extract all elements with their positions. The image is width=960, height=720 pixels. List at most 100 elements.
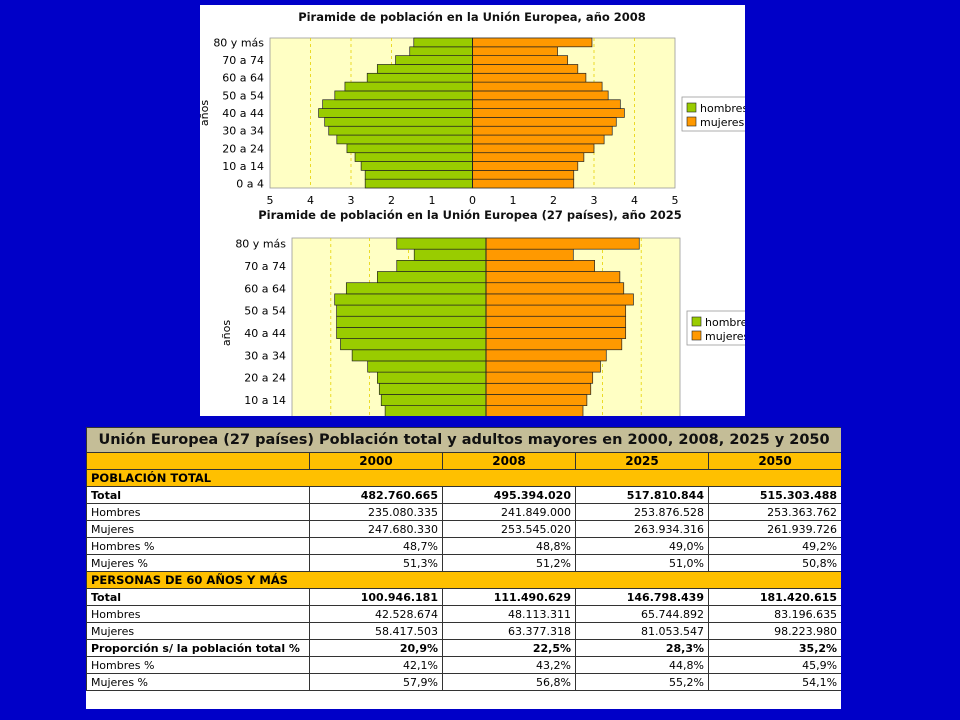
bar-hombres [367, 360, 487, 373]
bar-hombres [377, 271, 487, 284]
y-tick-label: 0 a 4 [236, 178, 264, 191]
y-tick-label: 20 a 24 [222, 142, 264, 155]
x-tick-label: 3 [348, 194, 355, 207]
bar-hombres [413, 37, 473, 48]
bar-mujeres [485, 260, 595, 272]
table-cell: 247.680.330 [309, 520, 443, 538]
bar-mujeres [472, 152, 585, 162]
row-label: Proporción s/ la población total % [86, 639, 310, 657]
table-cell: 51,0% [575, 554, 709, 572]
row-label: Total [86, 486, 310, 504]
bar-mujeres [485, 360, 601, 373]
bar-mujeres [485, 304, 627, 317]
table-cell: 49,2% [707, 537, 841, 555]
section-heading: POBLACIÓN TOTAL [86, 469, 841, 487]
table-cell: 55,2% [575, 673, 709, 691]
table-row: Hombres % 42,1% 43,2% 44,8% 45,9% [86, 656, 841, 674]
bar-hombres [364, 170, 473, 180]
bar-mujeres [472, 108, 625, 118]
bar-hombres [334, 90, 473, 101]
y-tick-label: 60 a 64 [222, 72, 264, 85]
bar-mujeres [472, 125, 613, 136]
table-cell: 241.849.000 [442, 503, 576, 521]
bar-hombres [324, 117, 473, 127]
y-tick-label: 80 y más [235, 238, 286, 251]
bar-hombres [318, 108, 473, 118]
section-heading: PERSONAS DE 60 AÑOS Y MÁS [86, 571, 841, 589]
bar-hombres [395, 55, 473, 65]
table-row: Hombres % 48,7% 48,8% 49,0% 49,2% [86, 537, 841, 555]
bar-mujeres [485, 338, 623, 351]
year-header: 2025 [575, 452, 709, 470]
year-header: 2000 [309, 452, 443, 470]
table-cell: 58.417.503 [309, 622, 443, 640]
year-header-row: 2000 2008 2025 2050 [86, 452, 841, 470]
section-row: POBLACIÓN TOTAL [86, 469, 841, 487]
table-cell: 56,8% [442, 673, 576, 691]
table-cell: 253.876.528 [575, 503, 709, 521]
y-tick-label: 70 a 74 [244, 260, 286, 273]
table-cell: 49,0% [575, 537, 709, 555]
bar-mujeres [485, 371, 594, 384]
table-cell: 253.545.020 [442, 520, 576, 538]
y-tick-label: 10 a 14 [222, 160, 264, 173]
table-cell: 22,5% [442, 639, 576, 657]
year-header: 2050 [707, 452, 841, 470]
bar-hombres [334, 293, 487, 306]
y-axis-title: años [200, 100, 211, 126]
bar-hombres [340, 338, 487, 351]
bar-hombres [377, 371, 487, 384]
x-tick-label: 1 [429, 194, 436, 207]
bar-mujeres [472, 178, 575, 189]
table-cell: 83.196.635 [707, 605, 841, 623]
table-cell: 42,1% [309, 656, 443, 674]
population-pyramids-panel: 0 a 4 10 a 14 20 a 24 30 a 34 40 a 44 50 a 54… [200, 5, 745, 416]
y-tick-label: 80 y más [213, 36, 264, 49]
bar-hombres [336, 315, 487, 328]
table-cell: 57,9% [309, 673, 443, 691]
bar-hombres [413, 248, 487, 261]
table-cell: 54,1% [707, 673, 841, 691]
bar-hombres [409, 46, 473, 56]
legend-swatch [686, 102, 697, 113]
bar-hombres [354, 152, 473, 162]
row-label: Mujeres % [86, 554, 310, 572]
table-row: Hombres 235.080.335 241.849.000 253.876.528… [86, 503, 841, 521]
row-label: Mujeres % [86, 673, 310, 691]
y-tick-label: 30 a 34 [244, 349, 286, 362]
table-cell: 517.810.844 [575, 486, 709, 504]
table-row: Proporción s/ la población total % 20,9% 2… [86, 639, 841, 657]
bar-mujeres [485, 248, 574, 261]
bar-hombres [378, 382, 487, 395]
table-cell: 235.080.335 [309, 503, 443, 521]
x-tick-label: 3 [591, 194, 598, 207]
bar-mujeres [485, 271, 621, 284]
table-cell: 253.363.762 [707, 503, 841, 521]
y-tick-label: 10 a 14 [244, 394, 286, 407]
table-cell: 495.394.020 [442, 486, 576, 504]
bar-mujeres [485, 394, 588, 406]
row-label: Mujeres [86, 622, 310, 640]
x-tick-label: 5 [672, 194, 679, 207]
bar-mujeres [485, 282, 625, 295]
y-tick-label: 50 a 54 [244, 305, 286, 318]
legend-label: mujeres [705, 330, 745, 343]
table-cell: 48.113.311 [442, 605, 576, 623]
y-tick-label: 60 a 64 [244, 282, 286, 295]
row-label: Hombres % [86, 537, 310, 555]
section-row: PERSONAS DE 60 AÑOS Y MÁS [86, 571, 841, 589]
y-tick-label: 50 a 54 [222, 89, 264, 102]
bar-hombres [345, 282, 487, 295]
row-label: Hombres [86, 605, 310, 623]
table-row: Mujeres 58.417.503 63.377.318 81.053.547 98.… [86, 622, 841, 640]
chart-title: Piramide de población en la Unión Europe… [258, 208, 682, 222]
table-row: Mujeres % 51,3% 51,2% 51,0% 50,8% [86, 554, 841, 572]
table-title: Unión Europea (27 países) Población tota… [86, 427, 841, 453]
x-tick-label: 2 [388, 194, 395, 207]
population-table-panel: Unión Europea (27 países) Población tota… [86, 427, 841, 709]
bar-mujeres [472, 143, 595, 154]
table-cell: 43,2% [442, 656, 576, 674]
year-header: 2008 [442, 452, 576, 470]
x-tick-label: 4 [631, 194, 638, 207]
table-cell: 263.934.316 [575, 520, 709, 538]
